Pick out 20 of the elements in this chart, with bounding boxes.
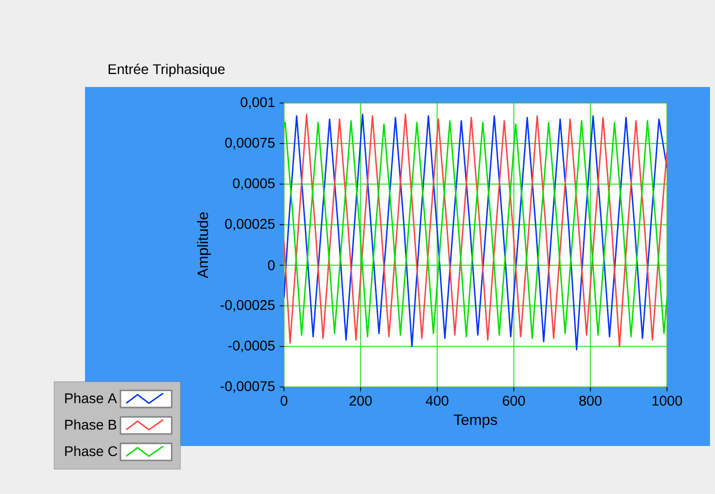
y-tick-label: -0,0005 [228, 340, 275, 352]
legend-label: Phase B [65, 419, 116, 430]
y-axis-title: Amplitude [197, 212, 212, 278]
legend-label: Phase A [65, 392, 117, 404]
y-tick-label: 0,001 [240, 97, 275, 109]
y-tick-label: 0 [268, 260, 275, 270]
legend-label: Phase C [65, 446, 118, 456]
y-tick-label: -0,00075 [220, 381, 275, 393]
x-tick-label: 200 [350, 396, 372, 406]
x-tick-label: 600 [502, 396, 525, 406]
y-tick-label: -0,00025 [220, 300, 275, 312]
x-tick-label: 800 [579, 396, 602, 406]
y-tick-label: 0,00075 [225, 138, 275, 150]
x-tick-label: 0 [280, 396, 288, 406]
x-tick-label: 400 [426, 396, 448, 406]
x-axis-title: Temps [454, 414, 498, 428]
text: Entrée Triphasique [108, 64, 225, 77]
x-tick-label: 1000 [652, 396, 682, 406]
y-tick-label: 0,0005 [232, 178, 275, 190]
y-tick-label: 0,00025 [225, 218, 275, 230]
